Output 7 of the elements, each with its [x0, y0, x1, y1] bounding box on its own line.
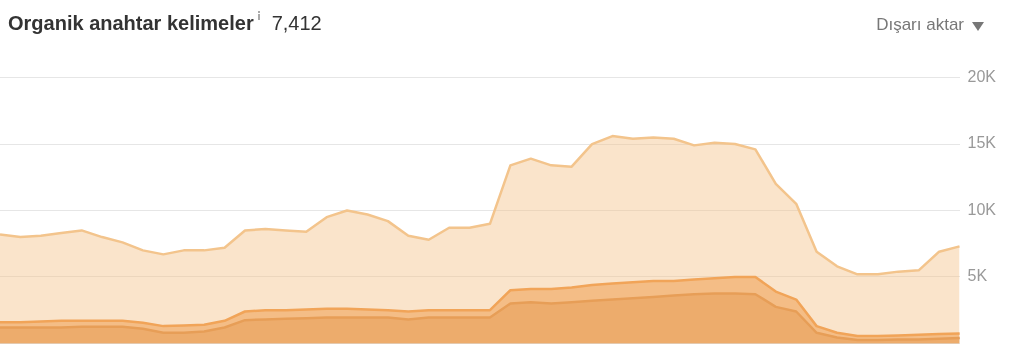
y-tick-label: 20K [967, 68, 997, 86]
y-tick-label: 5K [967, 267, 988, 285]
text: Dışarı aktar [876, 15, 964, 35]
chart-subtitle: 7,412 [271, 12, 322, 35]
y-tick-label: 10K [967, 200, 997, 218]
y-tick-label: 15K [967, 134, 997, 152]
chart-title: Organik anahtar kelimeler [8, 12, 254, 35]
